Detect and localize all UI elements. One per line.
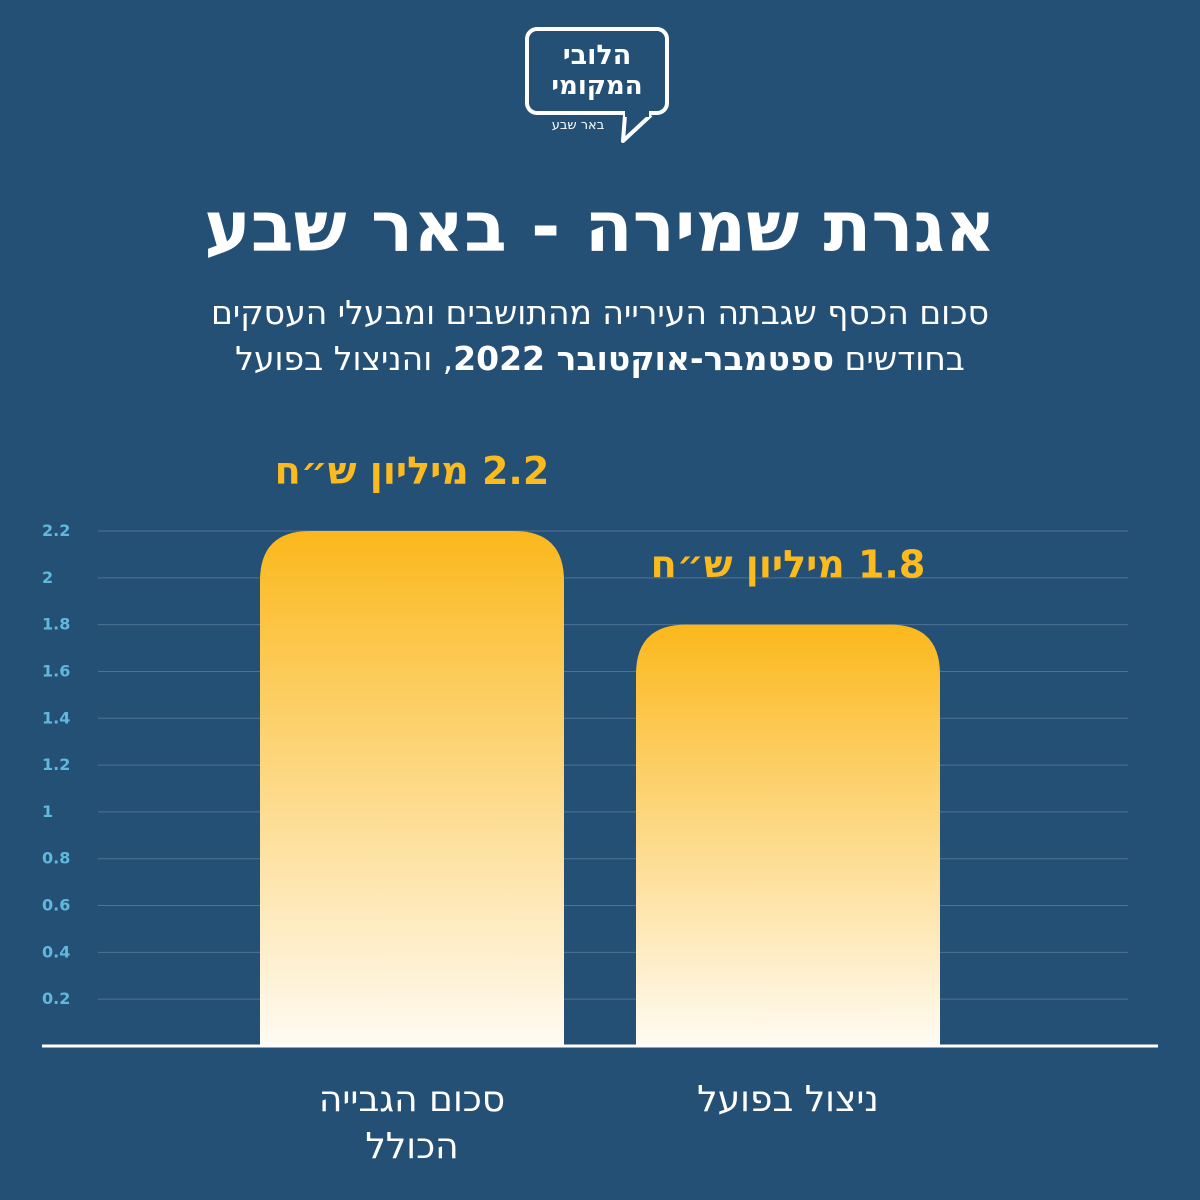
y-axis-ticks: 0.2 0.4 0.6 0.8 1 1.2 1.4 1.6 1.8 2 2.2 <box>42 521 70 1008</box>
subtitle-line2-pre: בחודשים <box>844 339 965 378</box>
page-subtitle: סכום הכסף שגבתה העירייה מהתושבים ומבעלי … <box>60 290 1140 382</box>
y-tick-label: 1 <box>42 802 53 821</box>
category-label: הכולל <box>365 1126 458 1167</box>
logo-bubble-tail-icon <box>621 111 653 143</box>
y-tick-label: 1.8 <box>42 615 70 634</box>
subtitle-line2: בחודשים ספטמבר-אוקטובר 2022, והניצול בפו… <box>60 336 1140 382</box>
logo-text-line1: הלובי <box>562 40 632 71</box>
y-tick-label: 0.4 <box>42 942 70 961</box>
subtitle-line2-bold: ספטמבר-אוקטובר 2022 <box>453 339 835 378</box>
subtitle-line2-post: , והניצול בפועל <box>235 339 454 378</box>
category-labels: סכום הגבייה הכולל ניצול בפועל <box>319 1079 879 1167</box>
chart-bars <box>260 531 940 1046</box>
logo: הלובי המקומי באר שבע <box>525 27 675 145</box>
logo-city: באר שבע <box>551 118 605 133</box>
y-tick-label: 0.8 <box>42 849 70 868</box>
subtitle-line1: סכום הכסף שגבתה העירייה מהתושבים ומבעלי … <box>210 293 990 332</box>
page-title: אגרת שמירה - באר שבע <box>204 186 996 268</box>
bar-value-label: 1.8 מיליון ש״ח <box>651 543 926 587</box>
logo-speech-bubble <box>525 27 669 115</box>
y-tick-label: 1.2 <box>42 755 70 774</box>
bar <box>636 624 940 1046</box>
category-label: סכום הגבייה <box>319 1079 505 1120</box>
chart-gridlines <box>98 530 1128 1000</box>
y-tick-label: 1.6 <box>42 661 70 680</box>
bar-value-labels: 2.2 מיליון ש״ח 1.8 מיליון ש״ח <box>275 449 926 587</box>
y-tick-label: 0.6 <box>42 896 70 915</box>
bar <box>260 531 564 1046</box>
y-tick-label: 1.4 <box>42 708 70 727</box>
category-label: ניצול בפועל <box>697 1079 879 1120</box>
bar-value-label: 2.2 מיליון ש״ח <box>275 449 550 493</box>
y-tick-label: 0.2 <box>42 989 70 1008</box>
y-tick-label: 2 <box>42 568 53 587</box>
y-tick-label: 2.2 <box>42 521 70 540</box>
logo-text-line2: המקומי <box>551 71 643 101</box>
